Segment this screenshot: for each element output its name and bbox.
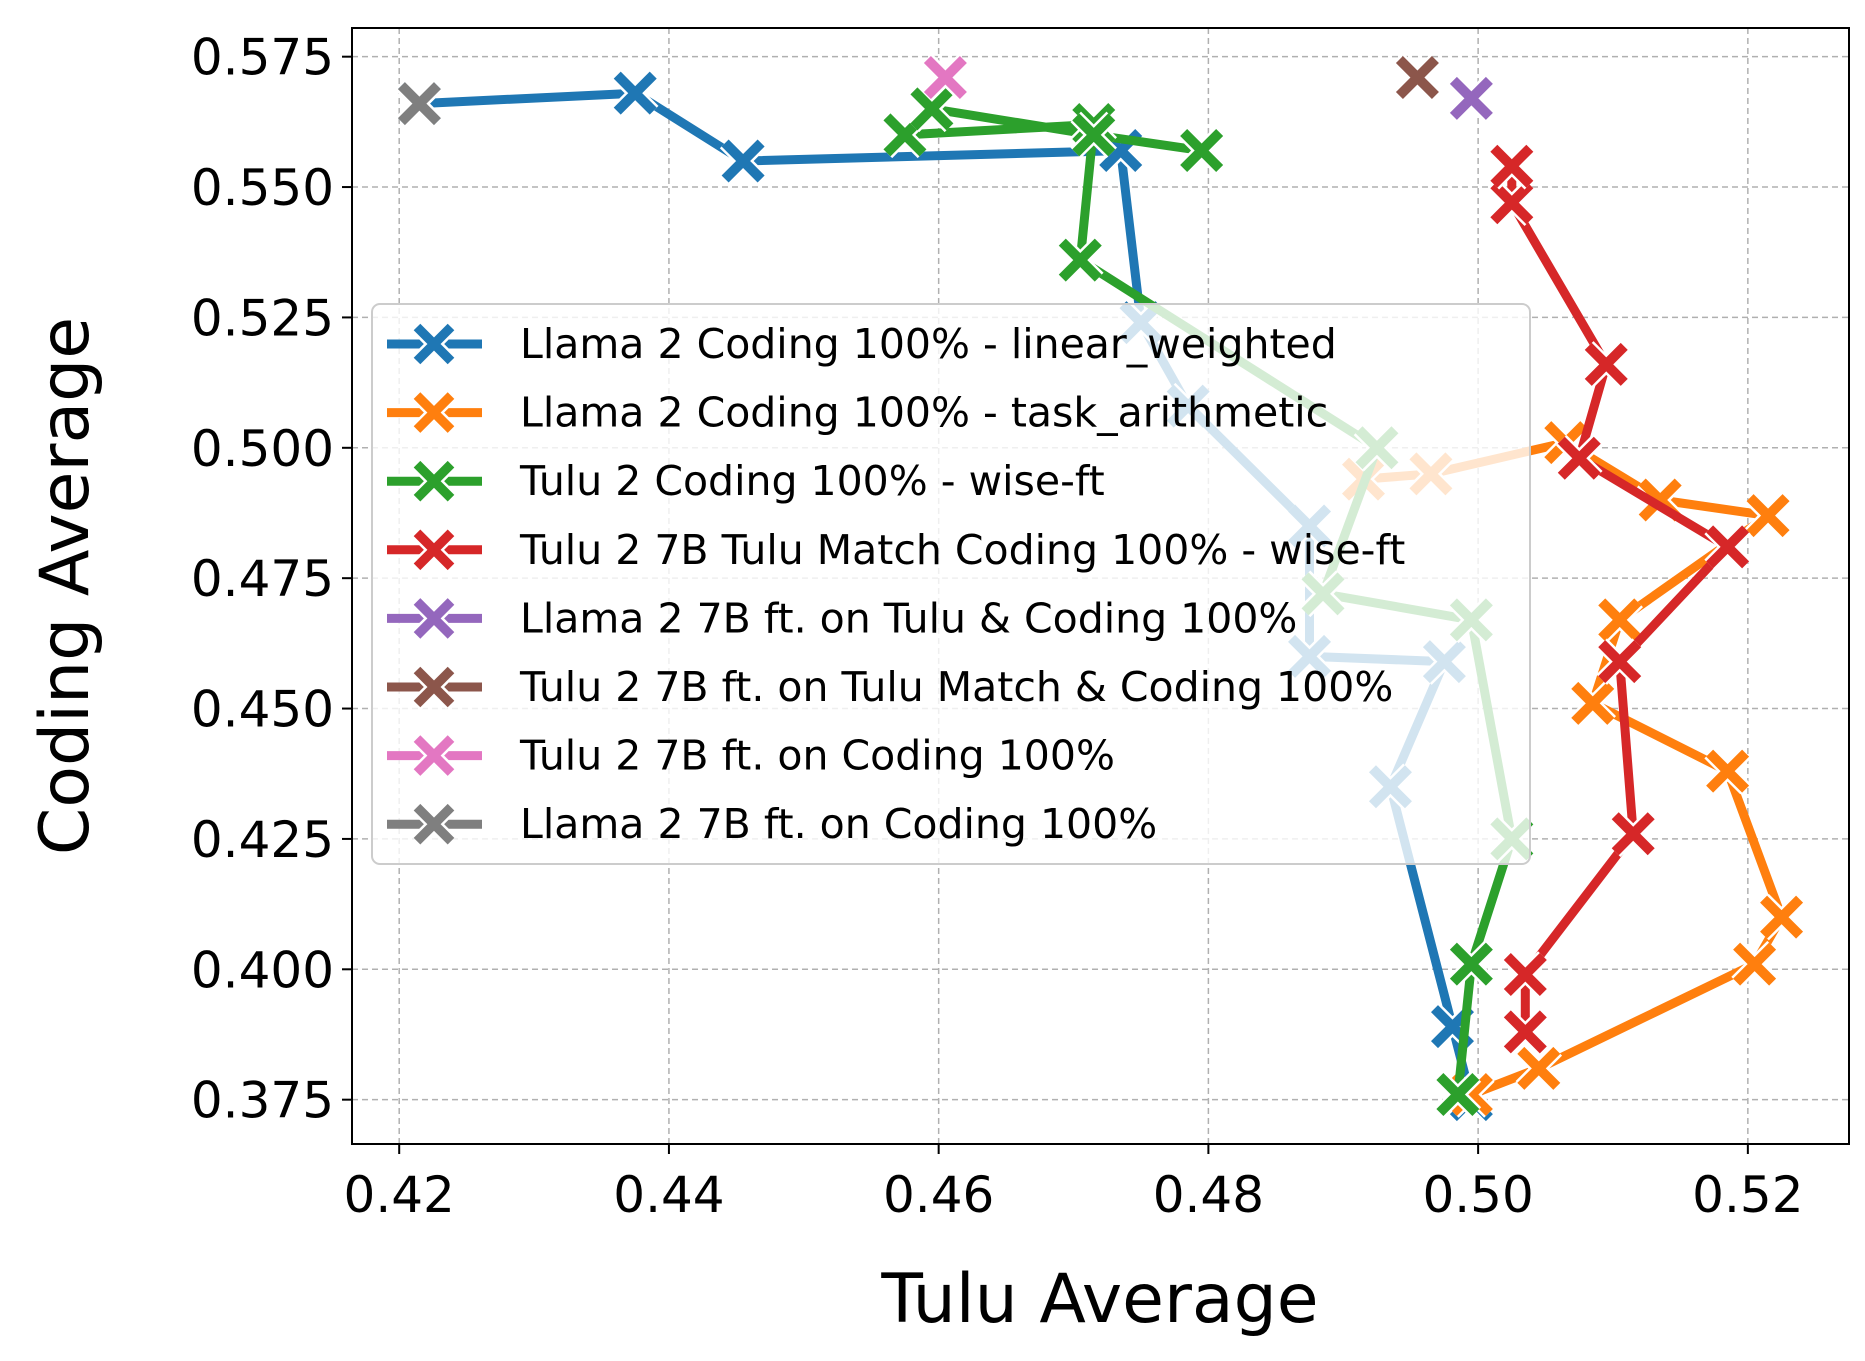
legend-entry: Llama 2 7B ft. on Tulu & Coding 100% xyxy=(387,594,1297,642)
legend-entry: Tulu 2 7B ft. on Tulu Match & Coding 100… xyxy=(387,663,1393,711)
legend-marker xyxy=(411,596,457,641)
legend-entry: Tulu 2 Coding 100% - wise-ft xyxy=(387,457,1105,505)
x-tick-label: 0.44 xyxy=(613,1166,724,1224)
data-point xyxy=(1569,680,1617,727)
series-group xyxy=(396,80,443,127)
data-point xyxy=(1704,523,1751,571)
legend-marker xyxy=(411,664,457,710)
data-point xyxy=(1488,142,1536,190)
legend-label: Tulu 2 7B ft. on Tulu Match & Coding 100… xyxy=(519,663,1393,711)
data-point xyxy=(1744,492,1792,539)
legend-entry: Llama 2 Coding 100% - task_arithmetic xyxy=(387,389,1328,437)
data-point xyxy=(1057,236,1104,284)
legend-entry: Llama 2 Coding 100% - linear_weighted xyxy=(387,320,1337,368)
y-tick-label: 0.550 xyxy=(191,159,334,217)
data-point xyxy=(1596,596,1643,644)
legend-label: Tulu 2 7B Tulu Match Coding 100% - wise-… xyxy=(519,526,1405,574)
data-point xyxy=(1502,951,1549,998)
legend-marker xyxy=(411,733,457,778)
x-tick-label: 0.48 xyxy=(1153,1166,1264,1224)
data-point xyxy=(1582,341,1630,388)
x-tick-label: 0.46 xyxy=(883,1166,994,1224)
y-tick-label: 0.525 xyxy=(191,289,334,347)
series-group xyxy=(1394,54,1441,101)
legend-marker xyxy=(411,802,457,847)
legend-label: Llama 2 Coding 100% - task_arithmetic xyxy=(520,389,1328,437)
data-point xyxy=(1515,1045,1563,1092)
x-tick-label: 0.50 xyxy=(1422,1166,1533,1224)
x-axis-title: Tulu Average xyxy=(880,1260,1318,1339)
data-point xyxy=(1488,179,1536,226)
series-group xyxy=(1488,142,1751,1056)
data-point xyxy=(1502,1008,1549,1056)
legend-entry: Llama 2 7B ft. on Coding 100% xyxy=(387,800,1157,848)
data-point xyxy=(1448,75,1495,122)
legend-label: Llama 2 7B ft. on Coding 100% xyxy=(520,800,1157,848)
series-line xyxy=(1359,438,1787,1099)
y-tick-label: 0.400 xyxy=(191,941,334,999)
data-point xyxy=(1596,638,1643,685)
legend-label: Llama 2 7B ft. on Tulu & Coding 100% xyxy=(520,594,1297,642)
y-axis-title: Coding Average xyxy=(26,317,105,855)
axis-ticks: 0.42 0.44 0.46 0.48 0.50 0.52 0.375 0.400 0.425 0… xyxy=(191,29,1804,1224)
plot-frame xyxy=(351,27,1850,1145)
data-point xyxy=(719,137,767,185)
data-point xyxy=(1758,893,1805,941)
x-tick-label: 0.52 xyxy=(1692,1166,1803,1224)
y-tick-label: 0.450 xyxy=(191,681,334,739)
data-point xyxy=(1394,54,1441,101)
series-group xyxy=(1448,75,1495,122)
x-tick-label: 0.42 xyxy=(344,1166,455,1224)
legend-marker xyxy=(411,527,457,572)
data-point xyxy=(396,80,443,127)
y-tick-label: 0.375 xyxy=(191,1072,334,1130)
legend-entry: Tulu 2 7B Tulu Match Coding 100% - wise-… xyxy=(387,526,1405,574)
data-point xyxy=(611,69,659,117)
data-point xyxy=(908,85,956,133)
y-tick-label: 0.425 xyxy=(191,811,334,869)
legend-entry: Tulu 2 7B ft. on Coding 100% xyxy=(387,732,1115,780)
y-tick-label: 0.575 xyxy=(191,29,334,87)
legend-label: Tulu 2 7B ft. on Coding 100% xyxy=(519,732,1115,780)
data-point xyxy=(1070,111,1118,159)
y-tick-label: 0.475 xyxy=(191,550,334,608)
data-point xyxy=(1556,434,1603,482)
data-point xyxy=(1609,810,1657,857)
legend-marker xyxy=(411,459,457,504)
data-point xyxy=(1434,1071,1482,1118)
legend-marker xyxy=(411,321,457,367)
data-point xyxy=(922,54,969,101)
legend-label: Llama 2 Coding 100% - linear_weighted xyxy=(520,320,1337,368)
legend-marker xyxy=(411,390,457,435)
legend: Llama 2 Coding 100% - linear_weighted Lla… xyxy=(371,303,1531,865)
data-point xyxy=(1731,940,1778,988)
data-point xyxy=(1178,127,1225,174)
y-tick-label: 0.500 xyxy=(191,420,334,478)
legend-label: Tulu 2 Coding 100% - wise-ft xyxy=(519,457,1105,505)
data-point xyxy=(1704,747,1751,795)
data-point xyxy=(1448,940,1495,988)
legend-box xyxy=(371,303,1531,865)
series-group xyxy=(922,54,969,101)
